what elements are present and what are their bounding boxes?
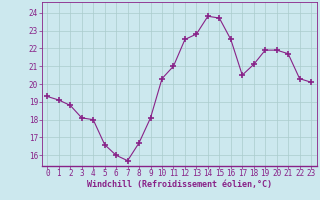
- X-axis label: Windchill (Refroidissement éolien,°C): Windchill (Refroidissement éolien,°C): [87, 180, 272, 189]
